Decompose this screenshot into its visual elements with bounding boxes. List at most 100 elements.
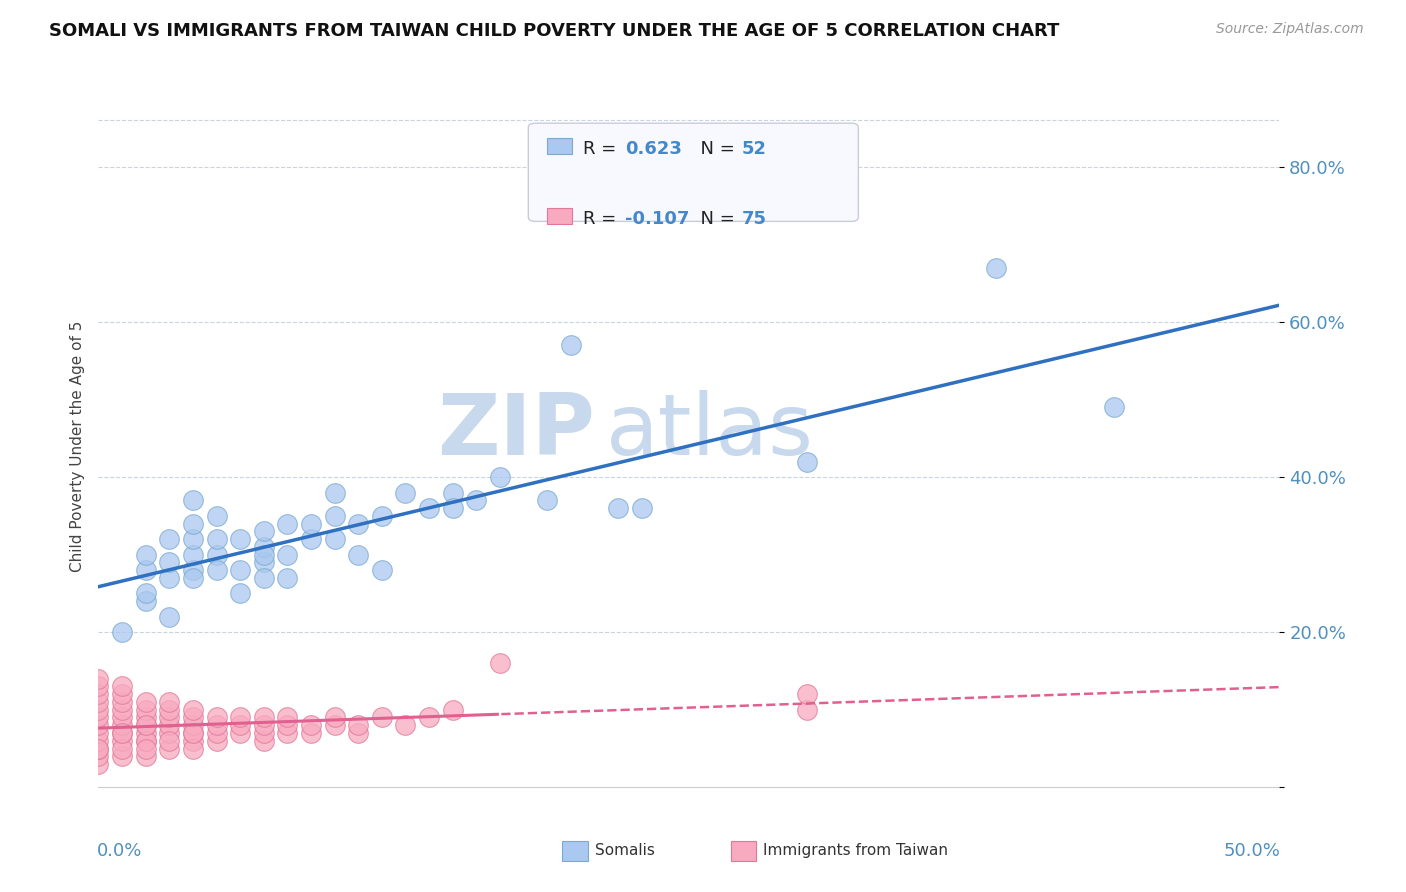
Text: R =: R =: [583, 210, 621, 227]
Point: [111, 733, 134, 747]
Point: [87, 703, 110, 717]
Point: [111, 695, 134, 709]
Point: [111, 680, 134, 694]
Point: [323, 710, 346, 724]
Point: [323, 485, 346, 500]
Point: [111, 726, 134, 740]
Text: ZIP: ZIP: [437, 390, 595, 474]
Point: [371, 508, 394, 523]
Point: [181, 733, 204, 747]
Point: [157, 695, 180, 709]
Point: [135, 733, 157, 747]
Point: [135, 733, 157, 747]
Point: [157, 532, 180, 546]
Point: [323, 508, 346, 523]
Point: [441, 703, 464, 717]
Point: [205, 718, 228, 732]
Text: 50.0%: 50.0%: [1223, 842, 1281, 860]
Point: [135, 586, 157, 600]
Point: [347, 516, 370, 531]
Point: [347, 726, 370, 740]
Point: [323, 718, 346, 732]
Point: [87, 733, 110, 747]
Point: [181, 741, 204, 756]
Text: Somalis: Somalis: [595, 844, 655, 858]
Point: [87, 726, 110, 740]
Point: [205, 548, 228, 562]
Text: Source: ZipAtlas.com: Source: ZipAtlas.com: [1216, 22, 1364, 37]
Point: [157, 609, 180, 624]
Point: [984, 260, 1007, 275]
Point: [157, 710, 180, 724]
Point: [135, 703, 157, 717]
Point: [181, 710, 204, 724]
Point: [111, 687, 134, 701]
Point: [111, 749, 134, 764]
Point: [276, 571, 298, 585]
Point: [135, 695, 157, 709]
Point: [418, 501, 440, 516]
Point: [135, 726, 157, 740]
Point: [205, 726, 228, 740]
Point: [87, 672, 110, 686]
Point: [347, 718, 370, 732]
Point: [181, 493, 204, 508]
Point: [111, 625, 134, 640]
Point: [135, 718, 157, 732]
Point: [87, 710, 110, 724]
Point: [630, 501, 652, 516]
Point: [181, 571, 204, 585]
Point: [181, 532, 204, 546]
Point: [394, 718, 416, 732]
Point: [371, 710, 394, 724]
Point: [111, 703, 134, 717]
Point: [489, 470, 512, 484]
Point: [205, 710, 228, 724]
Point: [87, 741, 110, 756]
Point: [796, 687, 818, 701]
Point: [205, 563, 228, 577]
Point: [111, 726, 134, 740]
Point: [87, 749, 110, 764]
Point: [181, 548, 204, 562]
Point: [87, 757, 110, 772]
Point: [111, 741, 134, 756]
Text: Immigrants from Taiwan: Immigrants from Taiwan: [763, 844, 949, 858]
Point: [253, 555, 276, 569]
Point: [796, 454, 818, 468]
Point: [489, 656, 512, 670]
Point: [157, 726, 180, 740]
Text: R =: R =: [583, 140, 621, 158]
Point: [371, 563, 394, 577]
Text: 0.0%: 0.0%: [97, 842, 142, 860]
Point: [87, 695, 110, 709]
Point: [253, 548, 276, 562]
Point: [181, 563, 204, 577]
Point: [181, 726, 204, 740]
Point: [181, 718, 204, 732]
Point: [1102, 401, 1125, 415]
Point: [111, 710, 134, 724]
Point: [181, 703, 204, 717]
Point: [276, 718, 298, 732]
Point: [135, 749, 157, 764]
Point: [229, 710, 252, 724]
Point: [536, 493, 558, 508]
Point: [253, 718, 276, 732]
Point: [157, 555, 180, 569]
Point: [229, 532, 252, 546]
Point: [347, 548, 370, 562]
Point: [87, 687, 110, 701]
Point: [87, 718, 110, 732]
Y-axis label: Child Poverty Under the Age of 5: Child Poverty Under the Age of 5: [69, 320, 84, 572]
Point: [441, 501, 464, 516]
Point: [135, 741, 157, 756]
Text: 52: 52: [742, 140, 768, 158]
Point: [229, 563, 252, 577]
Point: [205, 532, 228, 546]
Point: [323, 532, 346, 546]
Point: [205, 733, 228, 747]
Point: [135, 710, 157, 724]
Point: [157, 718, 180, 732]
Point: [253, 540, 276, 554]
